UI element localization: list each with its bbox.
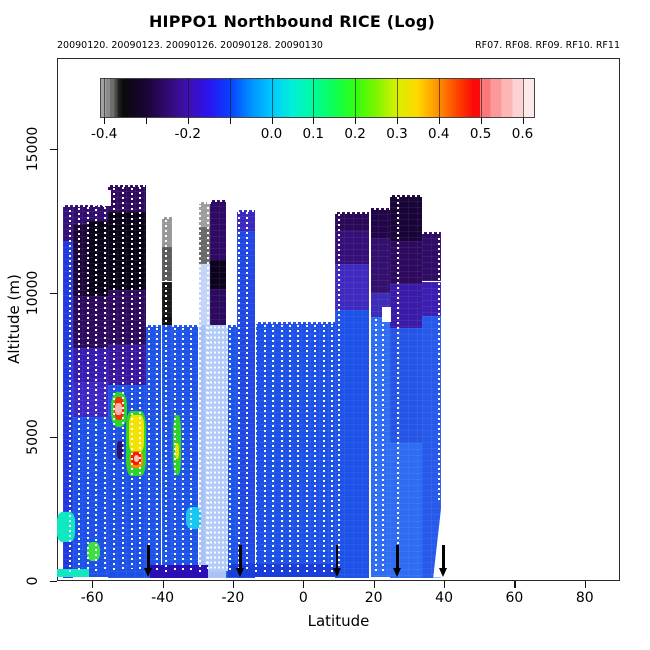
subtitle-dates: 20090120. 20090123. 20090126. 20090128. … [57,40,323,51]
y-axis-title: Altitude (m) [5,274,23,364]
y-axis-tick [50,293,57,295]
chart-title: HIPPO1 Northbound RICE (Log) [148,12,436,31]
x-axis-tick [584,581,586,588]
x-axis-tick [303,581,305,588]
x-axis-tick [162,581,164,588]
x-axis-tick-label: 80 [575,590,594,606]
x-axis-tick-label: 60 [505,590,524,606]
x-axis-tick-label: -60 [80,590,104,606]
plot-box [57,58,620,581]
x-axis-tick [232,581,235,588]
y-axis-tick-label: 15000 [25,126,41,172]
x-axis-title: Latitude [307,612,370,630]
subtitle-flights: RF07. RF08. RF09. RF10. RF11 [475,40,620,51]
x-axis-tick [92,581,94,588]
x-axis-tick [514,581,516,588]
y-axis-tick [50,437,57,439]
x-axis-tick-label: 0 [298,590,308,606]
y-axis-tick [50,581,57,583]
x-axis-tick-label: -40 [151,590,175,606]
y-axis-tick [50,149,57,151]
y-axis-tick-label: 0 [25,576,41,586]
x-axis-tick-label: 40 [435,590,453,606]
x-axis-tick [373,581,375,588]
x-axis-tick [444,581,446,588]
x-axis-tick-label: -20 [221,590,245,606]
x-axis-tick-label: 20 [364,590,383,606]
y-axis-tick-label: 10000 [25,270,41,316]
y-axis-tick-label: 5000 [25,419,41,455]
